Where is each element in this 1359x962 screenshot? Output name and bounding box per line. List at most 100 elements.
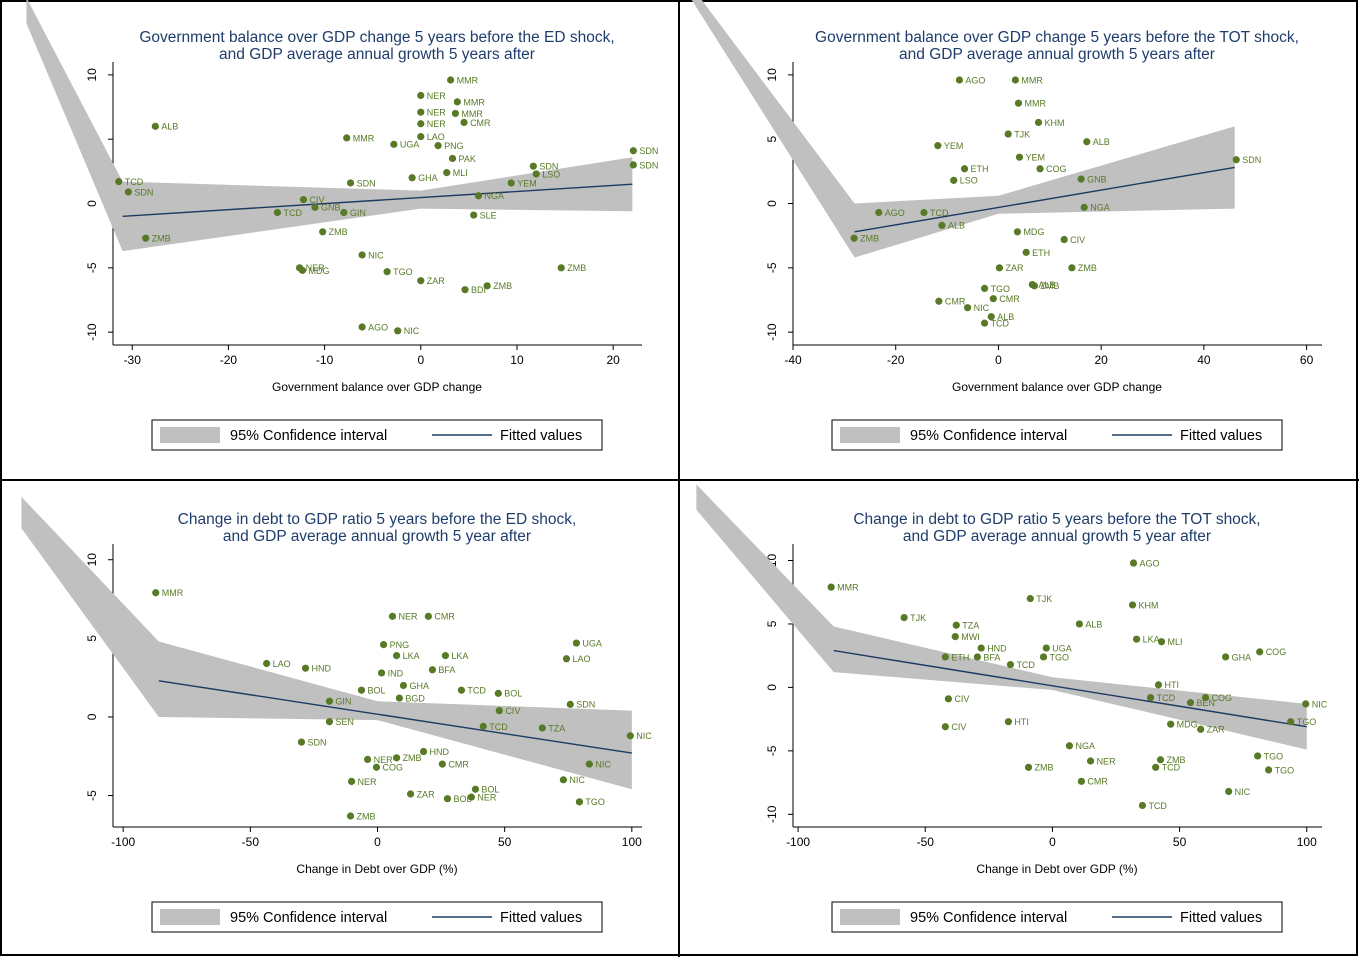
- point: [1287, 718, 1295, 726]
- point-label: CIV: [1070, 235, 1085, 245]
- point: [920, 208, 928, 217]
- point: [1068, 264, 1076, 272]
- y-tick-label: 10: [85, 553, 99, 567]
- x-tick-label: -100: [786, 835, 810, 849]
- point-label: CMR: [434, 612, 455, 622]
- x-tick-label: -50: [917, 835, 935, 849]
- point-label: SLE: [480, 210, 497, 220]
- legend-swatch: [160, 427, 220, 443]
- y-tick-label: -10: [765, 323, 779, 341]
- y-tick-label: 10: [765, 68, 779, 82]
- point-label: COG: [382, 763, 403, 773]
- point-label: BDI: [471, 285, 486, 295]
- point: [428, 666, 437, 674]
- x-tick-label: 0: [374, 835, 381, 849]
- point: [629, 161, 637, 169]
- point: [142, 234, 150, 242]
- point-label: MDG: [1177, 720, 1198, 730]
- point: [388, 612, 397, 620]
- point: [343, 134, 351, 142]
- point-label: GIN: [350, 208, 366, 218]
- y-tick-label: 10: [85, 68, 99, 82]
- point: [263, 659, 271, 668]
- y-tick-label: -5: [765, 262, 779, 273]
- point-label: CIV: [505, 706, 520, 716]
- point-label: UGA: [400, 140, 420, 150]
- legend-box: [831, 901, 1283, 933]
- point: [467, 793, 475, 801]
- point: [419, 747, 428, 756]
- point: [152, 589, 160, 597]
- point-label: IND: [388, 668, 404, 678]
- point-label: TCD: [467, 686, 486, 696]
- point: [346, 179, 355, 187]
- legend-label: Fitted values: [1180, 910, 1262, 926]
- fitted-line: [854, 166, 1235, 233]
- point-label: LKA: [451, 651, 468, 661]
- point: [392, 652, 401, 660]
- point: [532, 170, 540, 178]
- point-label: BFA: [438, 665, 455, 675]
- point-label: ZMB: [152, 234, 171, 244]
- point-label: NER: [427, 108, 447, 118]
- point: [363, 755, 372, 763]
- point-label: ZMB: [357, 811, 376, 821]
- point-label: ZMB: [403, 753, 422, 763]
- chart-title: Change in debt to GDP ratio 5 years befo…: [853, 511, 1260, 528]
- point-label: TJK: [910, 613, 926, 623]
- point-label: COG: [1266, 647, 1287, 657]
- point: [566, 700, 574, 708]
- point: [392, 754, 401, 762]
- point: [1156, 756, 1165, 764]
- y-tick-label: 5: [765, 136, 779, 143]
- point-label: MDG: [308, 266, 329, 276]
- point-label: TJK: [1014, 129, 1030, 139]
- point: [399, 681, 408, 690]
- point: [1075, 620, 1083, 628]
- point-label: COG: [1046, 164, 1067, 174]
- point: [483, 282, 491, 290]
- point: [629, 147, 637, 155]
- point-label: NIC: [595, 759, 611, 769]
- point-label: TGO: [585, 797, 605, 807]
- point-label: PAK: [459, 154, 476, 164]
- point: [1167, 720, 1175, 728]
- point: [1065, 742, 1074, 750]
- legend-swatch: [840, 427, 900, 443]
- point: [557, 264, 565, 272]
- point-label: ZMB: [1040, 281, 1059, 291]
- panel: Government balance over GDP change 5 yea…: [691, 0, 1322, 451]
- point: [575, 798, 584, 806]
- point-label: HND: [312, 664, 332, 674]
- x-tick-label: 0: [995, 353, 1002, 367]
- point-label: TGO: [393, 267, 413, 277]
- point: [408, 174, 416, 182]
- chart-title: Government balance over GDP change 5 yea…: [139, 29, 614, 46]
- point: [1077, 175, 1085, 183]
- point-label: TGO: [1264, 751, 1284, 761]
- point-label: LAO: [572, 654, 590, 664]
- point-label: NIC: [636, 731, 652, 741]
- point-label: MLI: [453, 168, 468, 178]
- point-label: MMR: [461, 109, 483, 119]
- point: [394, 327, 402, 335]
- point-label: GNB: [321, 203, 341, 213]
- point-label: ALB: [1038, 280, 1055, 290]
- point-label: MMR: [457, 75, 479, 85]
- point-label: NER: [1097, 756, 1117, 766]
- point-label: YEM: [944, 141, 964, 151]
- point: [1157, 638, 1166, 646]
- point-label: TZA: [548, 723, 565, 733]
- point: [124, 188, 132, 196]
- point-label: SDN: [539, 162, 558, 172]
- point: [1132, 635, 1141, 643]
- point: [319, 228, 327, 236]
- point-label: AGO: [965, 75, 985, 85]
- confidence-band: [696, 484, 1307, 750]
- point-label: LAO: [427, 132, 445, 142]
- point-label: HND: [430, 747, 450, 757]
- point-label: MWI: [961, 632, 980, 642]
- x-axis-label: Change in Debt over GDP (%): [976, 862, 1137, 876]
- point-label: ZMB: [1035, 763, 1054, 773]
- point: [941, 723, 949, 731]
